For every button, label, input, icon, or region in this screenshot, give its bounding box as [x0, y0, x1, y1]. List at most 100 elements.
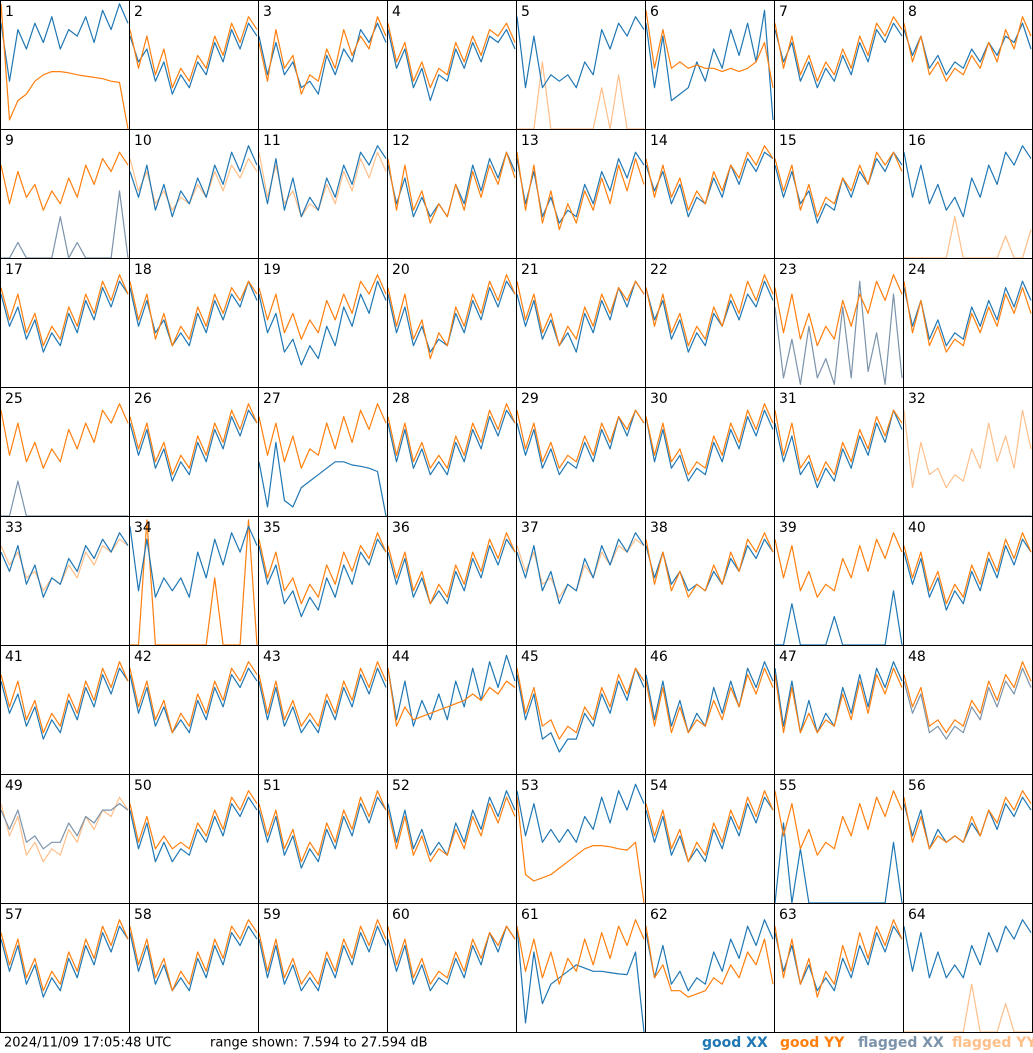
spectrum-line — [258, 403, 387, 469]
spectrum-line — [516, 151, 645, 224]
panel-number: 16 — [908, 133, 926, 149]
range-label: range shown: 7.594 to 27.594 dB — [210, 1036, 428, 1051]
panel-number: 42 — [134, 649, 152, 665]
spectrum-line — [645, 538, 774, 592]
panel-number: 22 — [650, 262, 668, 278]
panel-number: 55 — [779, 778, 797, 794]
panel-number: 36 — [392, 520, 410, 536]
spectrum-line — [129, 16, 258, 89]
spectrum-line — [775, 590, 903, 646]
spectrum-line — [903, 409, 1032, 489]
spectrum-line — [1, 190, 129, 259]
panel-number: 32 — [908, 391, 926, 407]
panel-number: 6 — [650, 4, 659, 20]
panel-number: 49 — [5, 778, 23, 794]
spectrum-line — [903, 538, 1032, 611]
panel-number: 47 — [779, 649, 797, 665]
panel-number: 8 — [908, 4, 917, 20]
spectrum-line — [516, 797, 645, 904]
spectrum-line — [258, 919, 387, 985]
spectrum-line — [645, 10, 774, 88]
panel-number: 43 — [263, 649, 281, 665]
spectrum-line — [774, 151, 903, 218]
panel-number: 63 — [779, 907, 797, 923]
spectrum-line — [387, 654, 516, 727]
spectrum-line — [0, 802, 129, 850]
spectrum-line — [258, 790, 387, 863]
spectrum-line — [387, 796, 516, 863]
spectrum-line — [774, 280, 903, 385]
spectrum-line — [0, 274, 129, 347]
spectrum-line — [774, 532, 903, 598]
spectrum-line — [645, 151, 774, 218]
spectrum-line — [387, 925, 516, 985]
panel-number: 61 — [521, 907, 539, 923]
panel-number: 18 — [134, 262, 152, 278]
spectrum-line — [516, 919, 645, 985]
spectrum-line — [387, 532, 516, 605]
panel-number: 20 — [392, 262, 410, 278]
spectrum-line — [903, 280, 1032, 347]
panel-number: 7 — [779, 4, 788, 20]
spectrum-line — [387, 668, 516, 727]
panel-number: 26 — [134, 391, 152, 407]
spectrum-line — [645, 532, 774, 598]
spectrum-line — [516, 16, 645, 89]
panel-number: 5 — [521, 4, 530, 20]
spectrum-line — [774, 919, 903, 998]
spectrum-line — [129, 525, 258, 598]
spectrum-line — [903, 16, 1032, 82]
panel-number: 51 — [263, 778, 281, 794]
spectrum-line — [516, 409, 645, 469]
spectrum-line — [387, 29, 516, 102]
spectrum-line — [129, 796, 258, 863]
spectrum-line — [387, 403, 516, 469]
panel-number: 58 — [134, 907, 152, 923]
spectrum-line — [774, 16, 903, 82]
spectrum-line — [517, 61, 644, 130]
spectrum-line — [387, 274, 516, 360]
panel-number: 21 — [521, 262, 539, 278]
spectrum-line — [645, 403, 774, 476]
panel-number: 37 — [521, 520, 539, 536]
spectrum-line — [129, 790, 258, 850]
spectrum-line — [903, 532, 1032, 605]
panel-number: 38 — [650, 520, 668, 536]
spectrum-line — [645, 274, 774, 347]
spectrum-line — [904, 216, 1032, 259]
spectrum-line — [387, 151, 516, 224]
spectrum-line — [0, 403, 129, 469]
panel-number: 27 — [263, 391, 281, 407]
spectrum-line — [0, 667, 129, 740]
spectrum-line — [258, 925, 387, 992]
panel-number: 24 — [908, 262, 926, 278]
spectrum-line — [0, 796, 129, 863]
panel-number: 11 — [263, 133, 281, 149]
spectrum-line — [387, 22, 516, 89]
spectrum-line — [258, 538, 387, 618]
spectrum-line — [516, 783, 645, 843]
spectrum-line — [774, 409, 903, 482]
panel-number: 15 — [779, 133, 797, 149]
spectrum-line — [0, 151, 129, 211]
spectrum-line — [387, 925, 516, 992]
spectrum-line — [129, 919, 258, 992]
panel-number: 31 — [779, 391, 797, 407]
spectrum-line — [645, 667, 774, 734]
spectrum-line — [516, 667, 645, 753]
panel-number: 44 — [392, 649, 410, 665]
timestamp: 2024/11/09 17:05:48 UTC — [4, 1036, 171, 1051]
panel-number: 25 — [5, 391, 23, 407]
panel-number: 14 — [650, 133, 668, 149]
spectrum-line — [129, 925, 258, 992]
spectrum-line — [129, 661, 258, 734]
panel-number: 13 — [521, 133, 539, 149]
panel-number: 52 — [392, 778, 410, 794]
spectrum-line — [129, 145, 258, 218]
panel-number: 10 — [134, 133, 152, 149]
panel-number: 59 — [263, 907, 281, 923]
spectrum-line — [387, 409, 516, 476]
panel-number: 54 — [650, 778, 668, 794]
panel-number: 53 — [521, 778, 539, 794]
